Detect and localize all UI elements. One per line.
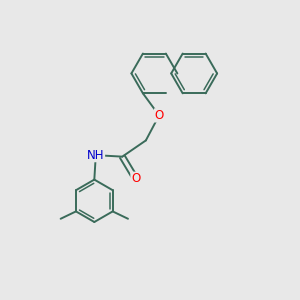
- Text: O: O: [131, 172, 140, 185]
- Text: NH: NH: [87, 149, 104, 162]
- Text: O: O: [154, 109, 164, 122]
